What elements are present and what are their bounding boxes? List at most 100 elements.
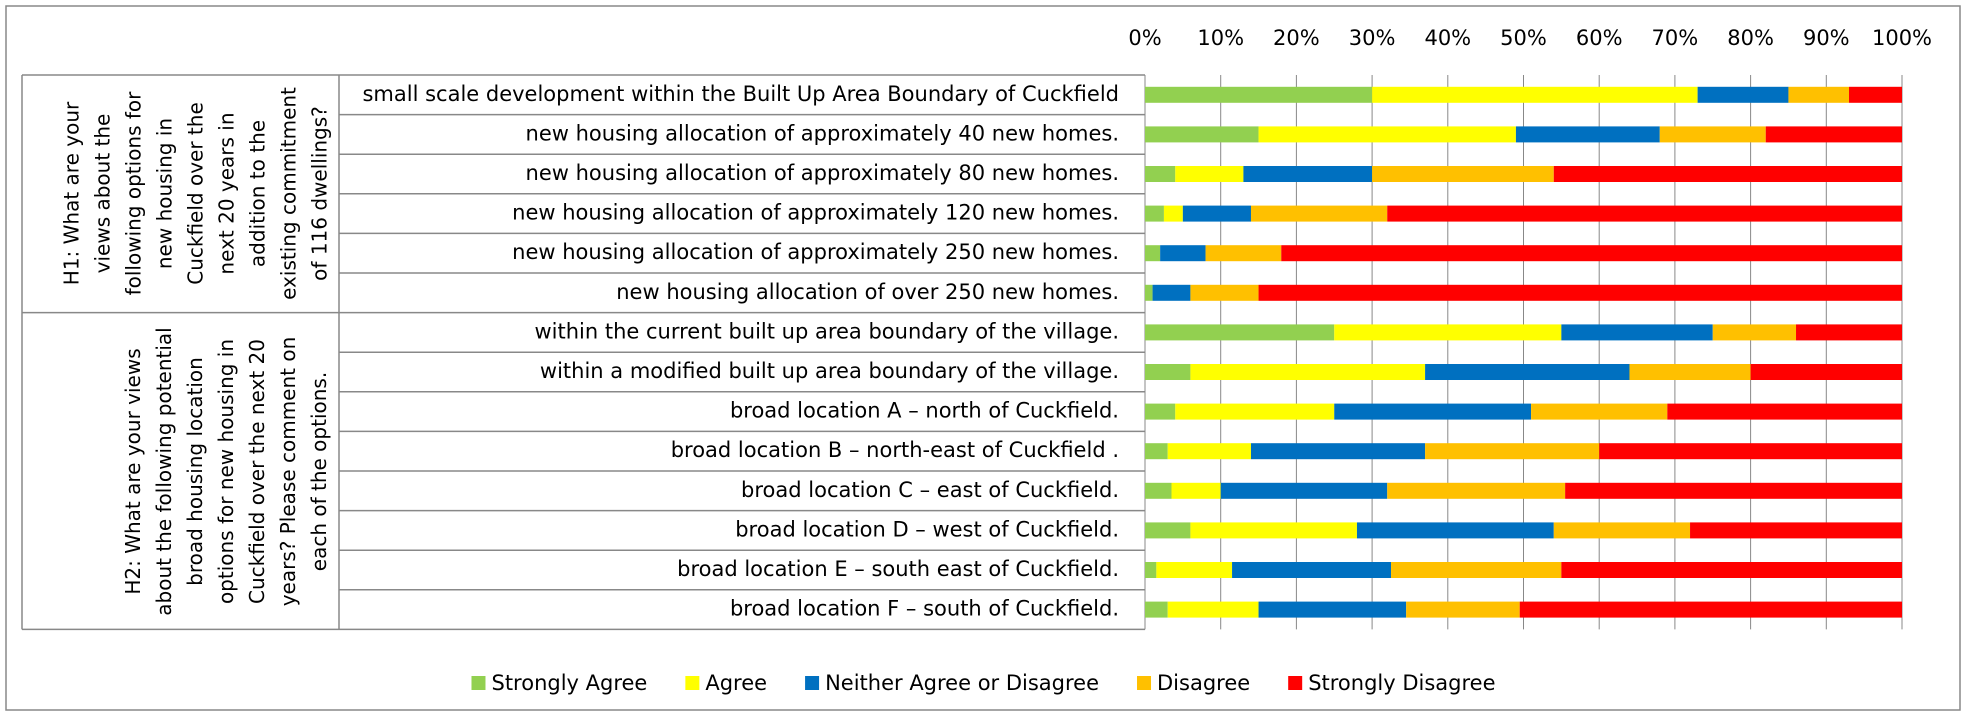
y-tick-label: new housing allocation of approximately … bbox=[512, 240, 1119, 264]
bar-segment bbox=[1163, 205, 1183, 222]
bar-segment bbox=[1356, 522, 1554, 539]
y-tick-label: small scale development within the Built… bbox=[362, 82, 1119, 106]
bar-segment bbox=[1334, 403, 1532, 420]
bar-segment bbox=[1425, 364, 1630, 380]
x-tick-label: 60% bbox=[1576, 26, 1623, 50]
y-tick-label: broad location A – north of Cuckfield. bbox=[730, 399, 1119, 423]
x-tick-label: 20% bbox=[1273, 26, 1320, 50]
bar-segment bbox=[1629, 364, 1751, 380]
bar-segment bbox=[1750, 364, 1902, 380]
x-tick-label: 30% bbox=[1349, 26, 1396, 50]
bar-segment bbox=[1190, 364, 1426, 380]
bar-segment bbox=[1167, 443, 1251, 460]
bar-segment bbox=[1515, 126, 1660, 143]
bar-segment bbox=[1425, 443, 1600, 460]
legend-label: Agree bbox=[705, 671, 767, 695]
x-tick-label: 90% bbox=[1803, 26, 1850, 50]
bar-segment bbox=[1849, 86, 1902, 103]
bar-segment bbox=[1145, 126, 1259, 143]
bar-segment bbox=[1243, 166, 1373, 182]
bar-segment bbox=[1232, 562, 1392, 578]
bar-segment bbox=[1145, 443, 1168, 460]
bar-segment bbox=[1167, 601, 1259, 618]
bar-segment bbox=[1387, 482, 1566, 499]
chart-border bbox=[5, 5, 1961, 711]
legend-label: Strongly Agree bbox=[491, 671, 647, 695]
bar-segment bbox=[1712, 324, 1797, 341]
bar-segment bbox=[1258, 126, 1516, 143]
bar-segment bbox=[1250, 205, 1388, 222]
bar-segment bbox=[1391, 562, 1562, 578]
y-tick-label: new housing allocation of approximately … bbox=[526, 121, 1119, 145]
bar-segment bbox=[1145, 86, 1373, 103]
bar-segment bbox=[1561, 324, 1713, 341]
bar-segment bbox=[1531, 403, 1668, 420]
y-tick-label: new housing allocation of approximately … bbox=[512, 201, 1119, 225]
bar-segment bbox=[1175, 166, 1244, 182]
x-tick-label: 80% bbox=[1727, 26, 1774, 50]
bar-segment bbox=[1519, 601, 1902, 618]
bar-segment bbox=[1145, 284, 1153, 301]
x-tick-label: 0% bbox=[1128, 26, 1161, 50]
y-tick-label: broad location D – west of Cuckfield. bbox=[735, 517, 1119, 541]
bar-segment bbox=[1190, 522, 1357, 539]
bar-segment bbox=[1175, 403, 1335, 420]
bar-segment bbox=[1182, 205, 1251, 222]
bar-segment bbox=[1406, 601, 1520, 618]
y-tick-label: broad location F – south of Cuckfield. bbox=[730, 597, 1119, 621]
bar-segment bbox=[1788, 86, 1850, 103]
bar-segment bbox=[1145, 482, 1172, 499]
bar-segment bbox=[1565, 482, 1902, 499]
bar-segment bbox=[1659, 126, 1766, 143]
bar-segment bbox=[1796, 324, 1902, 341]
bar-segment bbox=[1220, 482, 1388, 499]
bar-segment bbox=[1145, 522, 1191, 539]
bar-segment bbox=[1599, 443, 1902, 460]
legend-swatch bbox=[471, 676, 486, 690]
bar-segment bbox=[1145, 166, 1176, 182]
bar-segment bbox=[1561, 562, 1902, 578]
y-tick-label: within the current built up area boundar… bbox=[535, 319, 1120, 343]
bar-segment bbox=[1281, 245, 1902, 262]
legend-swatch bbox=[805, 676, 820, 690]
bar-segment bbox=[1156, 562, 1233, 578]
x-tick-label: 40% bbox=[1424, 26, 1471, 50]
bar-segment bbox=[1145, 562, 1157, 578]
bar-segment bbox=[1160, 245, 1206, 262]
bar-segment bbox=[1145, 324, 1335, 341]
bar-segment bbox=[1765, 126, 1902, 143]
bar-segment bbox=[1145, 364, 1191, 380]
y-tick-label: broad location E – south east of Cuckfie… bbox=[677, 557, 1119, 581]
bar-segment bbox=[1145, 205, 1164, 222]
x-tick-label: 70% bbox=[1652, 26, 1699, 50]
bar-segment bbox=[1258, 601, 1407, 618]
legend-label: Strongly Disagree bbox=[1308, 671, 1495, 695]
bar-segment bbox=[1145, 403, 1176, 420]
bar-segment bbox=[1667, 403, 1902, 420]
y-tick-label: broad location B – north-east of Cuckfie… bbox=[671, 438, 1119, 462]
y-tick-label: new housing allocation of over 250 new h… bbox=[616, 280, 1119, 304]
bar-segment bbox=[1171, 482, 1221, 499]
y-tick-label: within a modified built up area boundary… bbox=[540, 359, 1119, 383]
x-tick-label: 50% bbox=[1500, 26, 1547, 50]
y-tick-label: broad location C – east of Cuckfield. bbox=[741, 478, 1119, 502]
bar-segment bbox=[1697, 86, 1789, 103]
legend-swatch bbox=[1137, 676, 1152, 690]
legend-swatch bbox=[1288, 676, 1303, 690]
bar-segment bbox=[1145, 601, 1168, 618]
x-tick-label: 10% bbox=[1197, 26, 1244, 50]
bar-segment bbox=[1372, 166, 1554, 182]
bar-segment bbox=[1553, 166, 1902, 182]
y-tick-label: new housing allocation of approximately … bbox=[526, 161, 1119, 185]
group-label: H1: What are your views about the follow… bbox=[58, 87, 331, 301]
bar-segment bbox=[1553, 522, 1691, 539]
group-label: H2: What are your views about the follow… bbox=[120, 326, 331, 616]
bar-segment bbox=[1152, 284, 1191, 301]
bar-segment bbox=[1258, 284, 1902, 301]
bar-segment bbox=[1145, 245, 1161, 262]
bar-segment bbox=[1205, 245, 1282, 262]
bar-segment bbox=[1690, 522, 1902, 539]
legend-label: Neither Agree or Disagree bbox=[825, 671, 1099, 695]
